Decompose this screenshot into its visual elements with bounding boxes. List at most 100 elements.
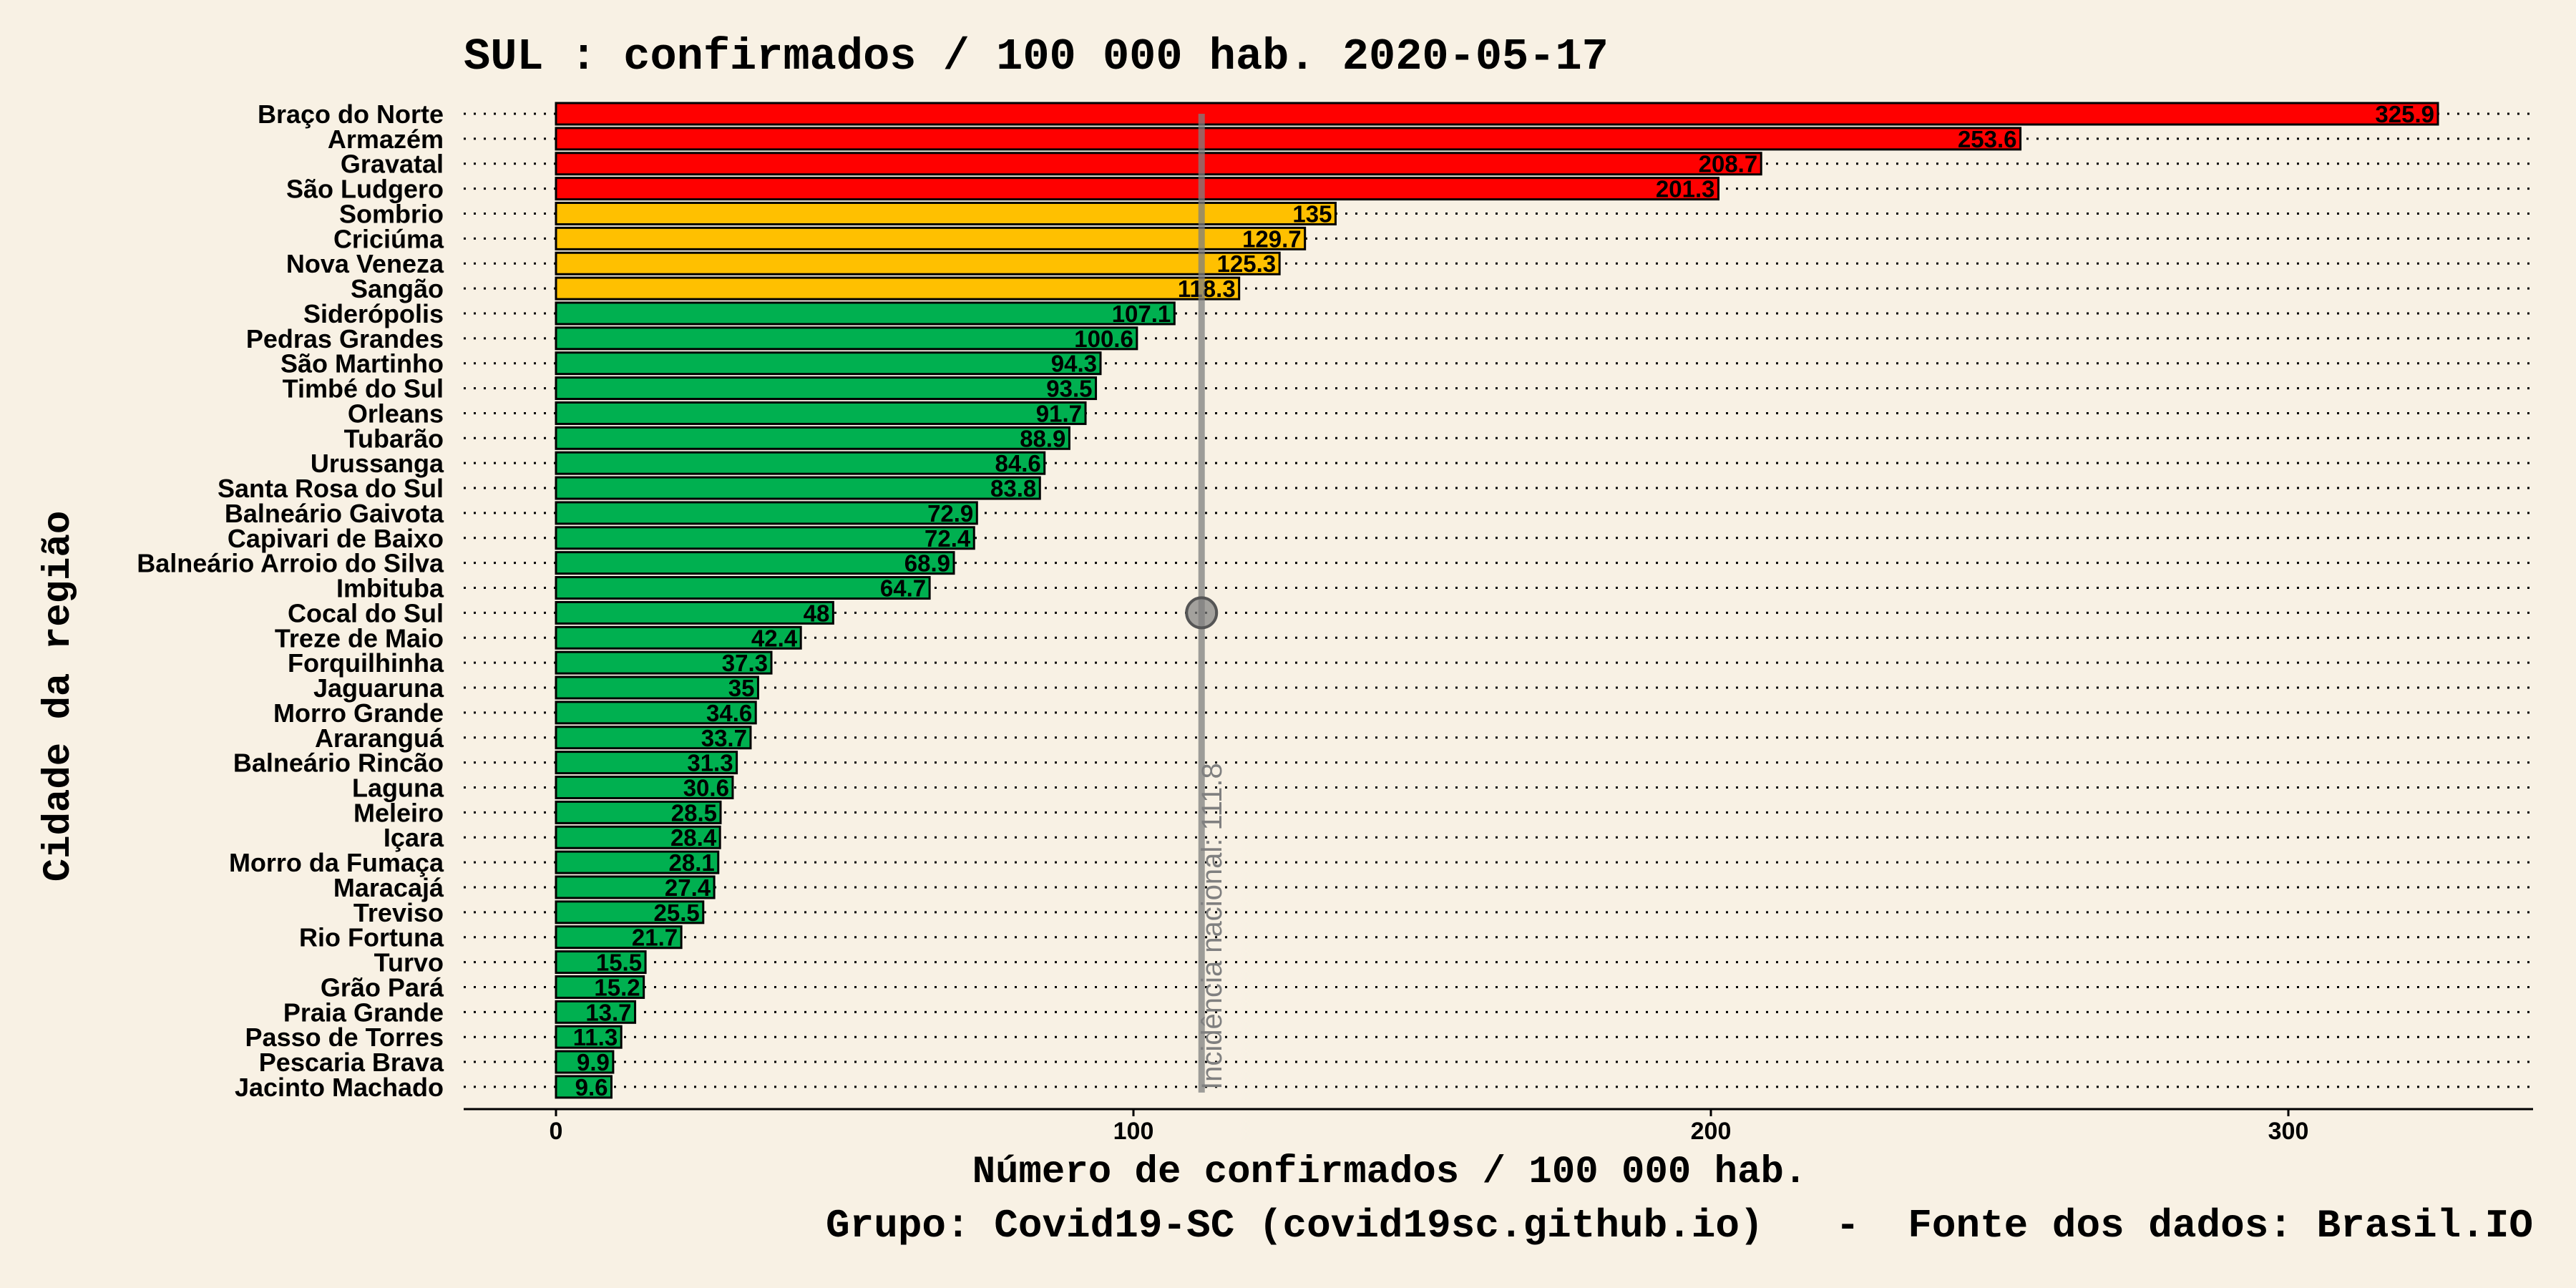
- bar-passo-de-torres: [555, 1025, 623, 1049]
- value-label: 135: [1292, 200, 1332, 227]
- bar-praia-grande: [555, 1000, 637, 1024]
- x-tick-label: 300: [2268, 1118, 2309, 1145]
- value-label: 28.1: [669, 849, 715, 876]
- caption: Grupo: Covid19-SC (covid19sc.github.io) …: [826, 1203, 2533, 1249]
- bar-treze-de-maio: [555, 625, 802, 650]
- bar-jaguaruna: [555, 675, 759, 700]
- value-label: 64.7: [880, 575, 926, 602]
- value-label: 15.2: [594, 974, 640, 1000]
- bar-criciuma: [555, 226, 1307, 250]
- reference-marker: [1185, 596, 1219, 630]
- value-label: 9.9: [577, 1049, 610, 1075]
- category-label: Siderópolis: [303, 299, 444, 328]
- category-label: Braço do Norte: [258, 99, 444, 129]
- bar-icara: [555, 825, 721, 849]
- bar-armazem: [555, 127, 2022, 151]
- bar-capivari-de-baixo: [555, 526, 975, 550]
- category-label: Timbé do Sul: [283, 374, 444, 404]
- value-label: 125.3: [1217, 250, 1277, 277]
- category-label: Santa Rosa do Sul: [218, 474, 444, 503]
- value-label: 27.4: [665, 874, 711, 901]
- category-label: Sombrio: [339, 199, 444, 228]
- value-label: 9.6: [575, 1074, 608, 1101]
- value-label: 42.4: [751, 625, 798, 651]
- bar-ararangua: [555, 726, 752, 750]
- value-label: 28.4: [670, 824, 717, 851]
- bar-balneario-gaivota: [555, 501, 978, 525]
- grid-lines: [464, 112, 2533, 1088]
- category-label: Sangão: [351, 274, 444, 303]
- bar-turvo: [555, 950, 647, 975]
- category-label: Balneário Rincão: [233, 748, 444, 778]
- bar-orleans: [555, 401, 1087, 425]
- bar-jacinto-machado: [555, 1075, 613, 1099]
- x-tick-label: 100: [1113, 1118, 1154, 1145]
- bar-sangao: [555, 276, 1241, 301]
- category-label: Imbituba: [336, 574, 444, 603]
- bar-timbe-do-sul: [555, 376, 1098, 401]
- bar-morro-grande: [555, 701, 757, 725]
- value-label: 94.3: [1051, 351, 1097, 377]
- value-label: 34.6: [706, 700, 752, 726]
- category-label: Balneário Gaivota: [225, 499, 444, 528]
- category-label: Araranguá: [315, 723, 444, 753]
- bar-forquilhinha: [555, 650, 773, 675]
- bar-balneario-rincao: [555, 751, 738, 775]
- category-label: Treviso: [353, 898, 444, 927]
- value-label: 91.7: [1036, 400, 1082, 426]
- value-label: 93.5: [1046, 376, 1092, 402]
- category-label: Nova Veneza: [286, 249, 444, 278]
- value-label: 253.6: [1958, 126, 2017, 152]
- category-label: Pedras Grandes: [246, 324, 444, 353]
- category-label: Meleiro: [353, 798, 444, 827]
- x-tick-label: 0: [550, 1118, 563, 1145]
- category-label: Jacinto Machado: [235, 1073, 444, 1102]
- bar-treviso: [555, 900, 705, 924]
- category-label: Turvo: [374, 948, 444, 977]
- category-label: Cocal do Sul: [288, 598, 444, 628]
- bar-sideropolis: [555, 301, 1176, 326]
- chart-title: SUL : confirmados / 100 000 hab. 2020-05…: [464, 31, 1609, 82]
- category-label: Morro Grande: [273, 698, 444, 728]
- bar-tubarao: [555, 426, 1070, 450]
- value-label: 48: [804, 600, 830, 626]
- bar-grao-para: [555, 975, 645, 999]
- bar-cocal-do-sul: [555, 600, 834, 625]
- category-label: Jaguaruna: [313, 673, 444, 703]
- category-label: Capivari de Baixo: [228, 524, 444, 553]
- bar-morro-da-fumaca: [555, 850, 720, 874]
- category-label: Forquilhinha: [288, 648, 444, 678]
- bar-pescaria-brava: [555, 1050, 615, 1074]
- bar-urussanga: [555, 451, 1046, 475]
- value-label: 208.7: [1699, 151, 1758, 177]
- value-label: 100.6: [1074, 326, 1133, 352]
- value-label: 325.9: [2375, 101, 2434, 127]
- bar-nova-veneza: [555, 251, 1281, 275]
- bar-sao-martinho: [555, 351, 1102, 376]
- reference-line-group: Incidência nacional: 111.8: [1185, 114, 1228, 1093]
- category-label: Laguna: [352, 773, 444, 802]
- value-label: 83.8: [990, 475, 1036, 502]
- value-label: 68.9: [904, 550, 950, 577]
- value-label: 35: [728, 675, 755, 701]
- category-label: Balneário Arroio do Silva: [137, 549, 444, 578]
- bar-laguna: [555, 775, 734, 799]
- category-label: Rio Fortuna: [299, 923, 444, 952]
- category-label: Armazém: [328, 125, 444, 154]
- value-label: 88.9: [1020, 425, 1065, 452]
- bar-braco-do-norte: [555, 102, 2439, 126]
- bar-balneario-arroio-do-silva: [555, 551, 955, 575]
- x-axis: 0 100 200 300: [464, 1108, 2533, 1145]
- value-label: 11.3: [573, 1024, 618, 1050]
- x-axis-title: Número de confirmados / 100 000 hab.: [972, 1151, 1807, 1194]
- category-label: São Ludgero: [286, 175, 444, 204]
- bar-meleiro: [555, 800, 722, 824]
- value-label: 28.5: [671, 799, 717, 826]
- value-label: 37.3: [722, 650, 768, 676]
- bar-maracaja: [555, 875, 716, 899]
- value-label: 21.7: [632, 924, 678, 951]
- bar-sombrio: [555, 201, 1337, 225]
